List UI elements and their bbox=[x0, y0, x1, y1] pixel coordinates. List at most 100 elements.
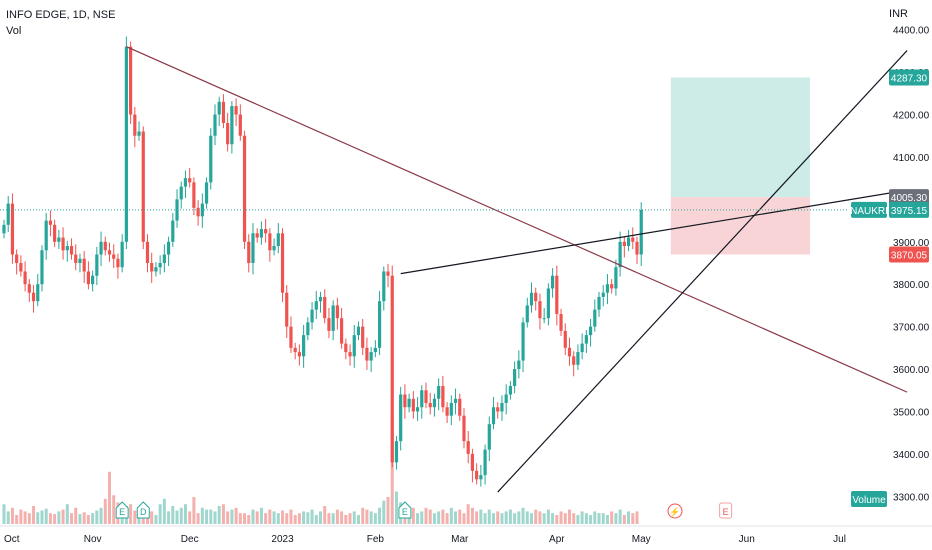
volume-bar bbox=[614, 513, 618, 524]
candle-body bbox=[584, 335, 588, 344]
volume-bar bbox=[10, 507, 14, 524]
candle-body bbox=[116, 258, 120, 268]
candle-body bbox=[209, 135, 213, 183]
candle-body bbox=[188, 178, 192, 183]
candle-body bbox=[69, 246, 74, 255]
x-tick-label: Oct bbox=[4, 534, 20, 545]
volume-bar bbox=[91, 513, 95, 524]
volume-bar bbox=[344, 515, 348, 524]
volume-bar bbox=[255, 511, 259, 524]
volume-bar bbox=[175, 510, 179, 524]
volume-bar bbox=[44, 508, 48, 524]
candle-body bbox=[483, 449, 487, 476]
x-tick-label: Dec bbox=[181, 534, 199, 545]
candle-body bbox=[15, 254, 19, 263]
candle-body bbox=[48, 220, 53, 225]
volume-bar bbox=[365, 509, 369, 524]
candle-body bbox=[137, 131, 141, 136]
volume-bar bbox=[70, 513, 74, 524]
volume-bar bbox=[454, 511, 458, 524]
candle-body bbox=[466, 441, 470, 454]
volume-bar bbox=[361, 507, 365, 524]
candle-body bbox=[289, 326, 293, 348]
volume-bar bbox=[627, 511, 631, 524]
candle-body bbox=[340, 318, 344, 344]
volume-bar bbox=[386, 497, 390, 524]
volume-bar bbox=[340, 511, 344, 524]
volume-bar bbox=[289, 509, 293, 524]
candle-body bbox=[192, 182, 196, 208]
volume-bar bbox=[285, 513, 289, 524]
volume-bar bbox=[416, 513, 420, 524]
candle-body bbox=[551, 275, 555, 289]
candle-body bbox=[639, 209, 643, 255]
volume-bar bbox=[496, 511, 500, 524]
volume-bar bbox=[352, 511, 356, 524]
candle-body bbox=[546, 288, 550, 319]
volume-bar bbox=[601, 513, 605, 524]
candle-body bbox=[213, 114, 217, 136]
candle-body bbox=[133, 114, 137, 136]
x-tick-label: Jun bbox=[739, 534, 755, 545]
candle-body bbox=[631, 237, 635, 242]
volume-bar bbox=[234, 507, 238, 524]
candle-body bbox=[352, 335, 356, 357]
candle-body bbox=[150, 263, 154, 272]
candle-body bbox=[120, 241, 124, 268]
candle-body bbox=[361, 326, 365, 348]
volume-bar bbox=[335, 509, 339, 524]
candle-body bbox=[141, 131, 145, 242]
x-tick-label: Feb bbox=[367, 534, 385, 545]
x-tick-label: 2023 bbox=[271, 534, 294, 545]
volume-bar bbox=[479, 509, 483, 524]
candle-body bbox=[538, 301, 542, 319]
candle-body bbox=[221, 101, 226, 124]
x-tick-label: Nov bbox=[84, 534, 102, 545]
volume-bar bbox=[390, 416, 394, 524]
y-tick-label: 4200.00 bbox=[893, 111, 930, 122]
volume-bar bbox=[369, 511, 373, 524]
candle-body bbox=[74, 254, 78, 263]
volume-bar bbox=[281, 510, 285, 524]
candle-body bbox=[588, 326, 593, 336]
symbol-tag-label: NAUKRI bbox=[850, 206, 888, 217]
volume-bar bbox=[593, 511, 597, 524]
volume-bar bbox=[213, 511, 217, 524]
candle-body bbox=[567, 347, 572, 357]
volume-bar bbox=[179, 507, 183, 524]
x-tick-label: Mar bbox=[451, 534, 469, 545]
candle-body bbox=[86, 271, 90, 285]
volume-bar bbox=[310, 509, 314, 524]
volume-bar bbox=[563, 513, 567, 524]
candle-body bbox=[614, 267, 618, 289]
volume-bar bbox=[458, 509, 462, 524]
candle-body bbox=[23, 271, 27, 285]
volume-bar bbox=[576, 515, 580, 524]
candle-body bbox=[44, 220, 48, 251]
candle-body bbox=[154, 267, 158, 272]
candle-body bbox=[449, 402, 453, 416]
candle-body bbox=[458, 398, 462, 416]
volume-bar bbox=[23, 511, 27, 524]
volume-bar bbox=[445, 513, 449, 524]
candle-body bbox=[513, 369, 517, 387]
volume-badge bbox=[851, 491, 887, 507]
volume-bar bbox=[48, 513, 52, 524]
candle-body bbox=[82, 258, 86, 272]
candle-body bbox=[91, 275, 95, 285]
candle-body bbox=[580, 343, 584, 353]
volume-bar bbox=[297, 513, 301, 524]
volume-bar bbox=[6, 511, 10, 524]
candle-body bbox=[394, 441, 399, 463]
candle-body bbox=[310, 309, 314, 323]
volume-bar bbox=[542, 513, 546, 524]
volume-bar bbox=[635, 511, 639, 524]
candle-body bbox=[386, 271, 390, 276]
candle-body bbox=[593, 309, 597, 327]
volume-bar bbox=[302, 511, 306, 524]
candle-body bbox=[285, 292, 289, 327]
candle-body bbox=[622, 241, 626, 247]
candle-body bbox=[432, 398, 437, 408]
volume-bar bbox=[192, 497, 196, 524]
